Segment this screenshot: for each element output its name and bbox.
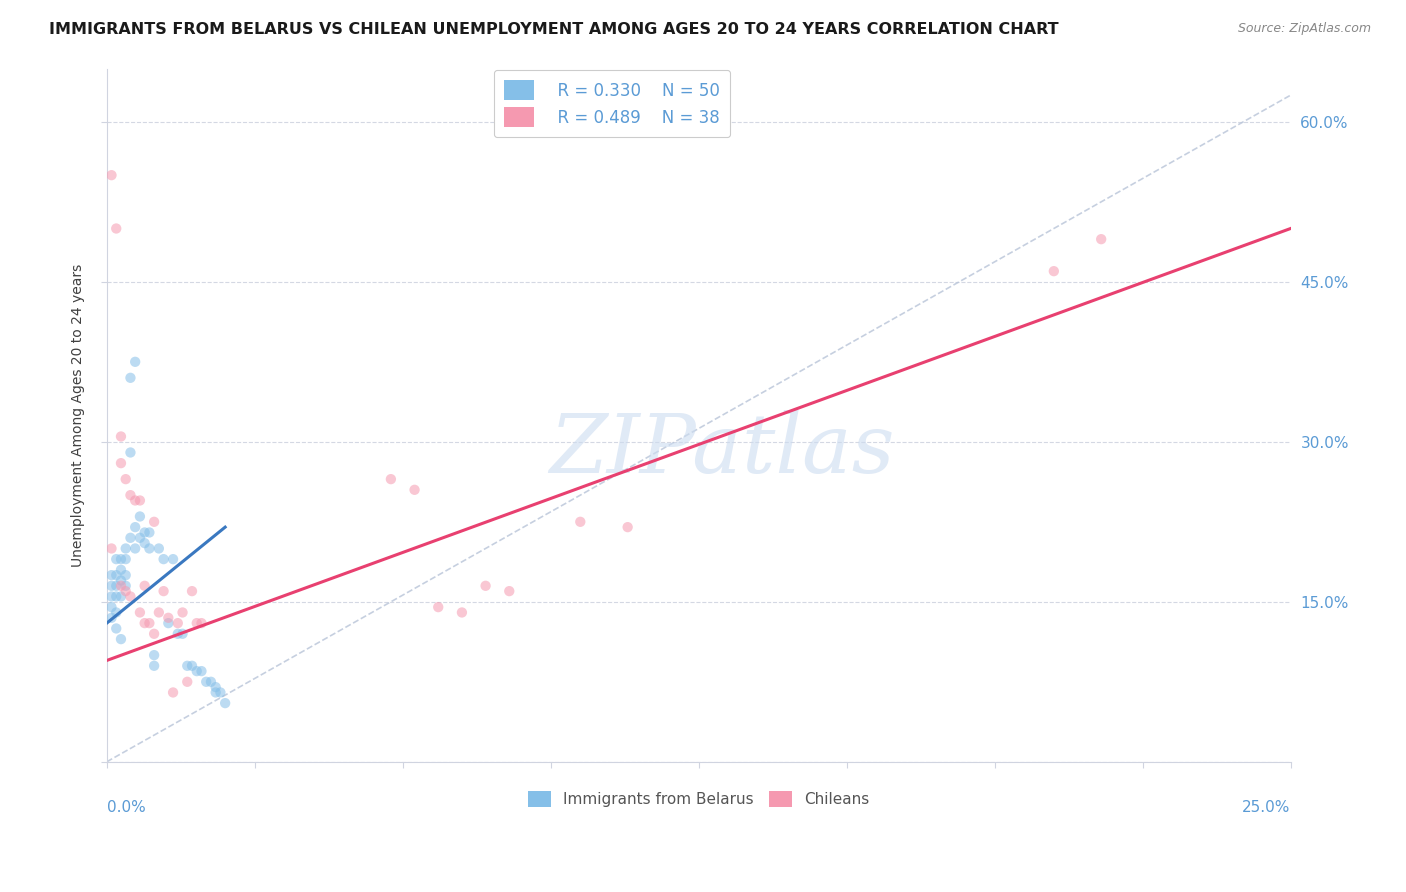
Point xyxy=(143,648,166,662)
Point xyxy=(129,531,152,545)
Point xyxy=(124,355,146,369)
Text: IMMIGRANTS FROM BELARUS VS CHILEAN UNEMPLOYMENT AMONG AGES 20 TO 24 YEARS CORREL: IMMIGRANTS FROM BELARUS VS CHILEAN UNEMP… xyxy=(49,22,1059,37)
Point xyxy=(120,590,142,604)
Point xyxy=(427,600,450,615)
Text: Source: ZipAtlas.com: Source: ZipAtlas.com xyxy=(1237,22,1371,36)
Point xyxy=(114,579,136,593)
Point xyxy=(162,685,184,699)
Point xyxy=(134,616,156,631)
Point xyxy=(105,579,128,593)
Point xyxy=(1090,232,1112,246)
Point xyxy=(100,568,122,582)
Point xyxy=(569,515,592,529)
Point xyxy=(138,525,160,540)
Point xyxy=(172,606,194,620)
Point xyxy=(129,493,152,508)
Point xyxy=(166,627,188,641)
Legend: Immigrants from Belarus, Chileans: Immigrants from Belarus, Chileans xyxy=(522,785,876,814)
Point xyxy=(110,632,132,647)
Point xyxy=(134,525,156,540)
Point xyxy=(110,552,132,566)
Point xyxy=(152,584,174,599)
Point xyxy=(204,685,226,699)
Point xyxy=(195,674,218,689)
Point xyxy=(157,616,180,631)
Point xyxy=(110,574,132,588)
Point xyxy=(1043,264,1066,278)
Point xyxy=(181,584,204,599)
Point xyxy=(114,568,136,582)
Point xyxy=(616,520,638,534)
Point xyxy=(105,622,128,636)
Point xyxy=(186,616,208,631)
Text: ZIPatlas: ZIPatlas xyxy=(550,409,896,490)
Point xyxy=(148,606,170,620)
Point xyxy=(474,579,496,593)
Point xyxy=(404,483,426,497)
Point xyxy=(129,509,152,524)
Point xyxy=(129,606,152,620)
Point xyxy=(120,445,142,459)
Y-axis label: Unemployment Among Ages 20 to 24 years: Unemployment Among Ages 20 to 24 years xyxy=(72,263,86,566)
Point xyxy=(114,584,136,599)
Point xyxy=(105,221,128,235)
Point xyxy=(105,568,128,582)
Point xyxy=(105,606,128,620)
Point xyxy=(143,658,166,673)
Point xyxy=(176,674,198,689)
Point xyxy=(100,611,122,625)
Point xyxy=(162,552,184,566)
Point xyxy=(110,429,132,443)
Point xyxy=(380,472,402,486)
Point xyxy=(110,563,132,577)
Point xyxy=(181,658,204,673)
Point xyxy=(124,493,146,508)
Point xyxy=(105,590,128,604)
Point xyxy=(120,488,142,502)
Point xyxy=(138,541,160,556)
Point xyxy=(110,456,132,470)
Text: 0.0%: 0.0% xyxy=(107,800,145,815)
Point xyxy=(143,515,166,529)
Point xyxy=(100,541,122,556)
Point xyxy=(166,616,188,631)
Point xyxy=(138,616,160,631)
Point xyxy=(190,616,212,631)
Point xyxy=(214,696,236,710)
Point xyxy=(209,685,232,699)
Point xyxy=(134,536,156,550)
Point xyxy=(124,520,146,534)
Point xyxy=(114,472,136,486)
Point xyxy=(114,541,136,556)
Point xyxy=(105,552,128,566)
Point xyxy=(120,371,142,385)
Point xyxy=(100,168,122,182)
Point xyxy=(451,606,474,620)
Point xyxy=(114,552,136,566)
Point xyxy=(148,541,170,556)
Point xyxy=(134,579,156,593)
Point xyxy=(186,664,208,678)
Point xyxy=(176,658,198,673)
Point xyxy=(172,627,194,641)
Point xyxy=(120,531,142,545)
Text: 25.0%: 25.0% xyxy=(1243,800,1291,815)
Point xyxy=(152,552,174,566)
Point xyxy=(110,579,132,593)
Point xyxy=(200,674,222,689)
Point xyxy=(110,590,132,604)
Point xyxy=(498,584,520,599)
Point xyxy=(100,579,122,593)
Point xyxy=(124,541,146,556)
Point xyxy=(143,627,166,641)
Point xyxy=(157,611,180,625)
Point xyxy=(100,590,122,604)
Point xyxy=(100,600,122,615)
Point xyxy=(204,680,226,694)
Point xyxy=(190,664,212,678)
